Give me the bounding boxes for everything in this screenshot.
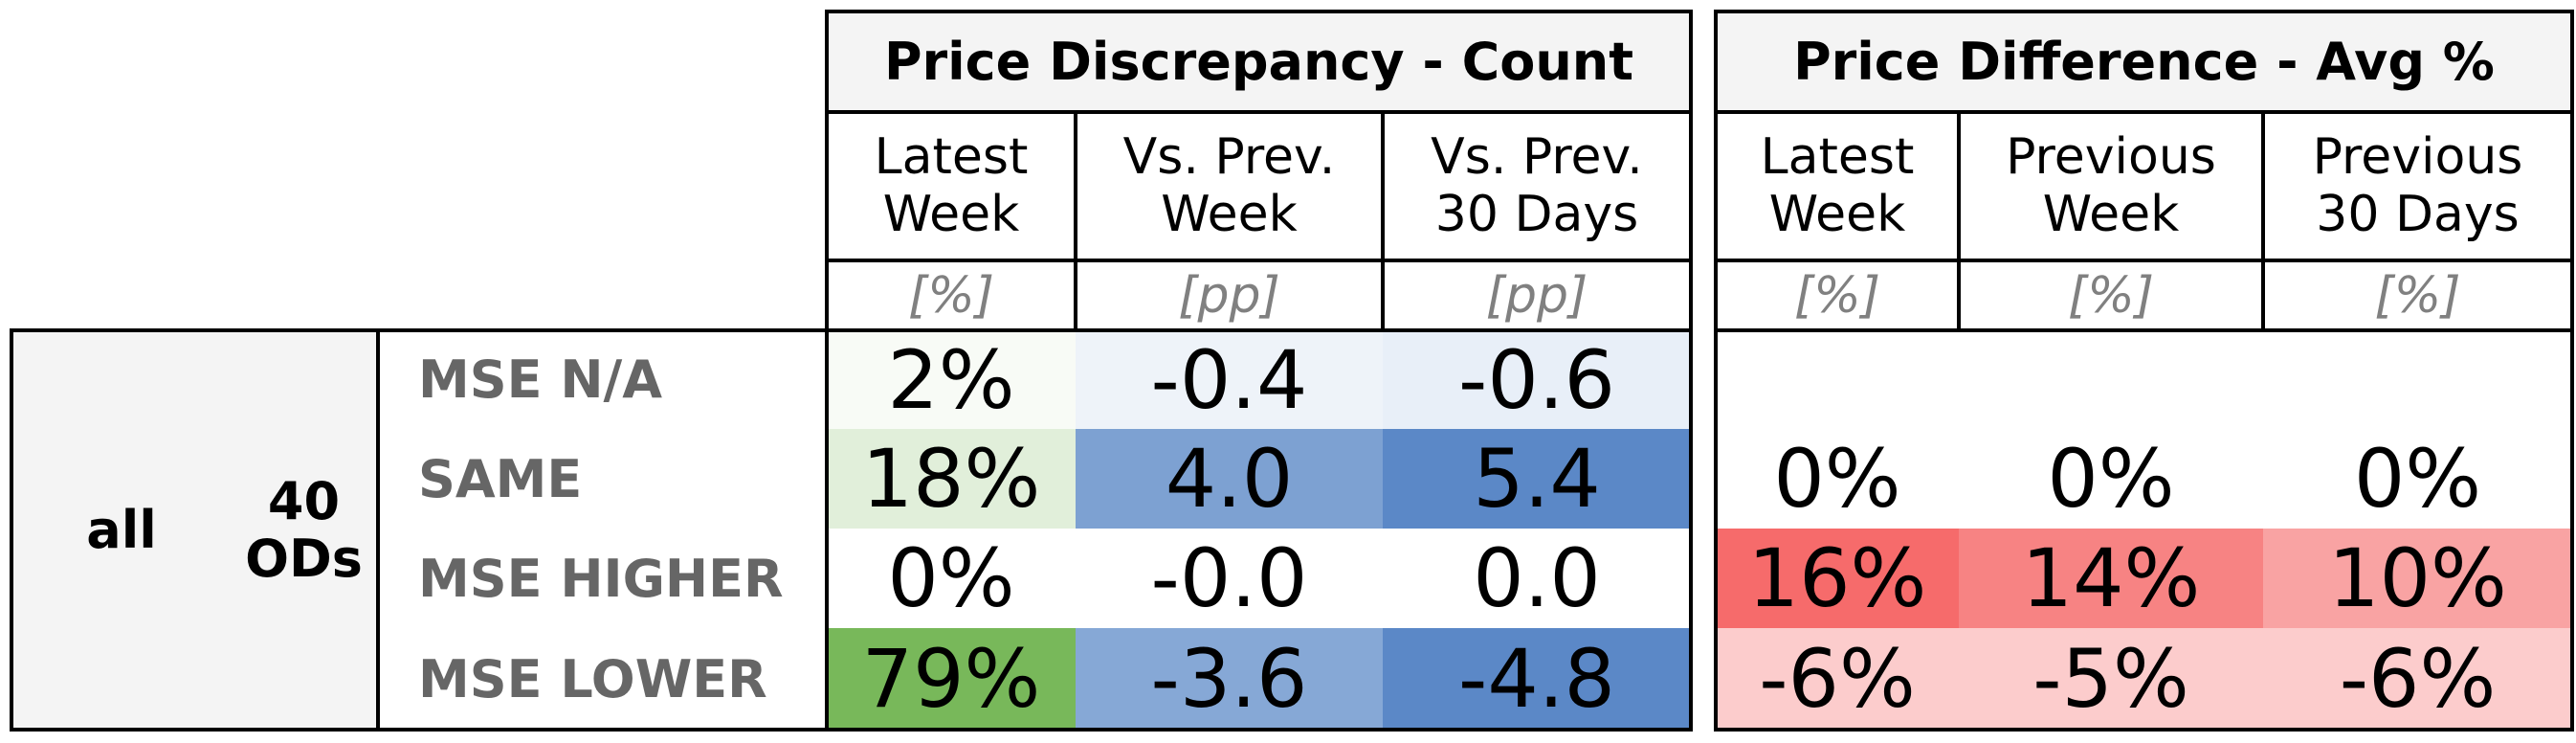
avg-cell: -6% bbox=[1716, 628, 1959, 730]
column-header-line: Vs. Prev. bbox=[1122, 127, 1336, 186]
border bbox=[2570, 10, 2574, 732]
border bbox=[1714, 110, 2574, 114]
count-cell: 0% bbox=[827, 529, 1076, 628]
border bbox=[1714, 10, 2574, 13]
count-cell: 2% bbox=[827, 330, 1076, 429]
column-header-line: Week bbox=[2042, 185, 2180, 243]
column-header-line: Previous bbox=[2006, 127, 2216, 186]
column-header: Previous 30 Days bbox=[2263, 112, 2572, 260]
column-header: Latest Week bbox=[1716, 112, 1959, 260]
row-label: MSE LOWER bbox=[418, 648, 767, 709]
column-header-line: Previous bbox=[2312, 127, 2523, 186]
border bbox=[1714, 328, 2574, 332]
column-unit: [pp] bbox=[1178, 266, 1280, 325]
avg-cell bbox=[1959, 330, 2263, 429]
column-header: Previous Week bbox=[1959, 112, 2263, 260]
column-header-line: Week bbox=[882, 185, 1020, 243]
count-cell: -0.4 bbox=[1076, 330, 1383, 429]
od-count-line: 40 bbox=[267, 471, 341, 532]
border bbox=[825, 10, 1693, 13]
avg-cell bbox=[1716, 330, 1959, 429]
border bbox=[1957, 110, 1961, 330]
avg-cell: 16% bbox=[1716, 529, 1959, 628]
border bbox=[1074, 110, 1077, 330]
border bbox=[376, 328, 380, 732]
od-count-label: 40 ODs bbox=[230, 330, 378, 730]
column-header: Vs. Prev. 30 Days bbox=[1383, 112, 1691, 260]
avg-cell bbox=[2263, 330, 2572, 429]
row-label: SAME bbox=[418, 448, 583, 509]
count-cell: 0.0 bbox=[1383, 529, 1691, 628]
avg-cell: 0% bbox=[2263, 429, 2572, 529]
od-count-line: ODs bbox=[245, 528, 363, 589]
border bbox=[825, 110, 1693, 114]
border bbox=[1689, 10, 1693, 732]
column-unit: [%] bbox=[1794, 266, 1880, 325]
count-cell: -3.6 bbox=[1076, 628, 1383, 730]
column-header-line: Week bbox=[1768, 185, 1906, 243]
count-cell: 18% bbox=[827, 429, 1076, 529]
column-unit: [%] bbox=[908, 266, 994, 325]
column-unit: [%] bbox=[2068, 266, 2154, 325]
row-group-block bbox=[11, 330, 378, 730]
avg-cell: 0% bbox=[1716, 429, 1959, 529]
border bbox=[2261, 110, 2265, 330]
group-title: Price Difference - Avg % bbox=[1716, 11, 2572, 112]
column-unit: [pp] bbox=[1485, 266, 1588, 325]
column-header-line: Vs. Prev. bbox=[1431, 127, 1643, 186]
avg-cell: 14% bbox=[1959, 529, 2263, 628]
count-cell: -4.8 bbox=[1383, 628, 1691, 730]
row-label: MSE HIGHER bbox=[418, 548, 784, 609]
column-header-line: 30 Days bbox=[1434, 185, 1639, 243]
border bbox=[1714, 259, 2574, 262]
avg-cell: 0% bbox=[1959, 429, 2263, 529]
row-label: MSE N/A bbox=[418, 349, 663, 410]
avg-cell: 10% bbox=[2263, 529, 2572, 628]
count-cell: 4.0 bbox=[1076, 429, 1383, 529]
border bbox=[10, 328, 13, 732]
avg-cell: -5% bbox=[1959, 628, 2263, 730]
border bbox=[10, 328, 829, 332]
border bbox=[825, 259, 1693, 262]
count-cell: -0.6 bbox=[1383, 330, 1691, 429]
avg-cell: -6% bbox=[2263, 628, 2572, 730]
column-header-line: Latest bbox=[874, 127, 1029, 186]
border bbox=[1714, 728, 2574, 732]
group-title: Price Discrepancy - Count bbox=[827, 11, 1691, 112]
column-header-line: Week bbox=[1161, 185, 1298, 243]
border bbox=[825, 728, 1693, 732]
count-cell: 5.4 bbox=[1383, 429, 1691, 529]
column-header-line: Latest bbox=[1760, 127, 1915, 186]
border bbox=[1714, 10, 1718, 732]
border bbox=[10, 728, 829, 732]
segment-label: all bbox=[86, 499, 157, 560]
count-cell: -0.0 bbox=[1076, 529, 1383, 628]
border bbox=[1381, 110, 1385, 330]
column-header: Latest Week bbox=[827, 112, 1076, 260]
column-header-line: 30 Days bbox=[2316, 185, 2520, 243]
column-unit: [%] bbox=[2374, 266, 2461, 325]
count-cell: 79% bbox=[827, 628, 1076, 730]
column-header: Vs. Prev. Week bbox=[1076, 112, 1383, 260]
border bbox=[825, 10, 829, 732]
border bbox=[825, 328, 1693, 332]
